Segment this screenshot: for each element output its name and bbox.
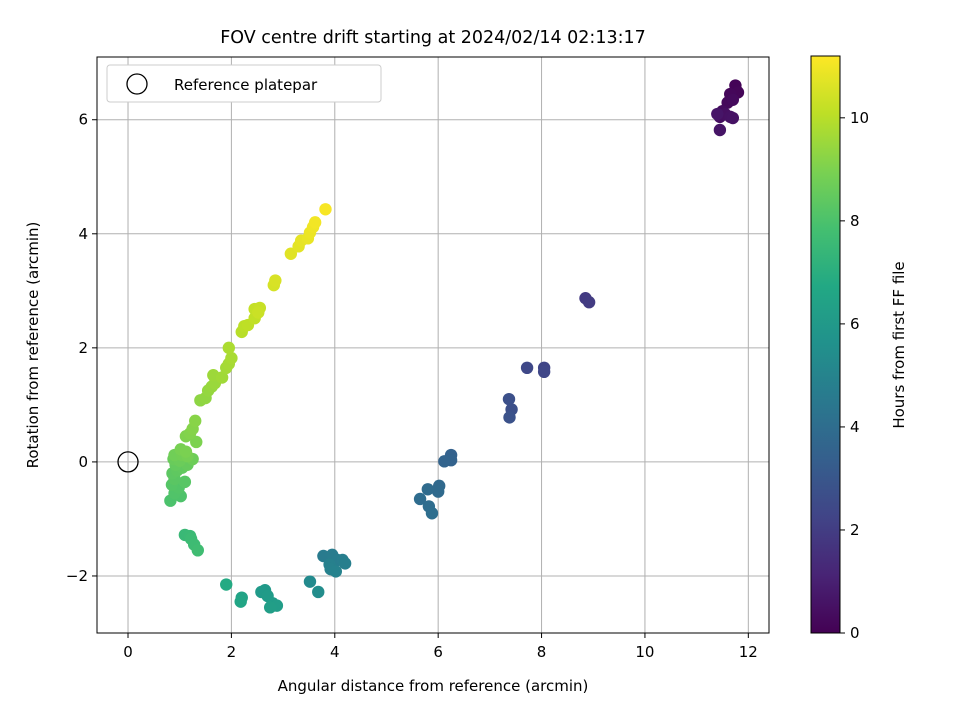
data-point: [319, 203, 332, 216]
data-point: [421, 483, 435, 496]
data-point: [234, 595, 247, 608]
x-axis-ticks: 0 2 4 6 8 10 12: [123, 633, 758, 661]
colorbar-label: Hours from first FF file: [890, 261, 908, 428]
data-point: [284, 247, 298, 260]
x-tick-label: 10: [635, 643, 654, 661]
plot-area-frame: [96, 56, 770, 634]
data-point: [502, 392, 516, 406]
chart-title: FOV centre drift starting at 2024/02/14 …: [220, 28, 646, 48]
legend-box: [106, 64, 382, 103]
data-point: [726, 111, 740, 125]
reference-point: [117, 451, 139, 473]
colorbar-ticks: 0 2 4 6 8 10: [840, 109, 869, 642]
colorbar-tick-label: 4: [850, 418, 860, 436]
data-point: [189, 414, 202, 428]
data-point: [225, 351, 238, 365]
y-tick-label: 4: [78, 225, 88, 243]
data-point: [178, 475, 192, 489]
data-point: [252, 306, 265, 319]
data-point: [425, 507, 439, 520]
data-point: [582, 296, 596, 309]
data-point: [263, 601, 277, 614]
y-tick-label: 2: [78, 339, 88, 357]
y-axis-ticks: −2 0 2 4 6: [66, 111, 97, 585]
data-point: [308, 216, 322, 229]
legend-marker-icon: [126, 73, 148, 95]
data-point: [537, 365, 551, 379]
data-point: [220, 578, 233, 591]
data-points: [164, 79, 745, 614]
colorbar-gradient: [810, 55, 841, 634]
data-point: [413, 492, 427, 506]
y-tick-label: −2: [66, 567, 88, 585]
data-point: [191, 544, 204, 557]
x-tick-label: 6: [433, 643, 443, 661]
x-tick-label: 4: [330, 643, 340, 661]
x-axis-label: Angular distance from reference (arcmin): [278, 677, 589, 695]
colorbar-tick-label: 2: [850, 521, 860, 539]
x-tick-label: 0: [123, 643, 133, 661]
data-point: [726, 93, 740, 106]
data-point: [438, 455, 451, 468]
grid-lines: [97, 57, 769, 633]
data-point: [503, 411, 516, 424]
y-axis-label: Rotation from reference (arcmin): [24, 222, 42, 469]
legend-entry: Reference platepar: [174, 76, 318, 94]
colorbar-tick-label: 6: [850, 315, 860, 333]
data-point: [215, 371, 229, 384]
colorbar-tick-label: 10: [850, 109, 869, 127]
colorbar: 0 2 4 6 8 10 Hours from first FF file: [810, 55, 908, 642]
data-point: [431, 485, 445, 498]
legend: Reference platepar: [106, 64, 382, 103]
data-point: [329, 565, 343, 578]
colorbar-tick-label: 8: [850, 212, 860, 230]
data-point: [190, 435, 203, 449]
x-tick-label: 12: [739, 643, 758, 661]
y-tick-label: 6: [78, 111, 88, 129]
data-point: [713, 123, 727, 137]
data-point: [520, 361, 534, 375]
data-point: [711, 107, 724, 121]
data-point: [269, 274, 282, 287]
x-tick-label: 2: [227, 643, 237, 661]
data-point: [338, 557, 352, 570]
data-point: [312, 585, 325, 599]
colorbar-tick-label: 0: [850, 624, 860, 642]
reference-marker: [117, 451, 139, 473]
data-point: [179, 445, 193, 458]
data-point: [303, 575, 317, 588]
y-tick-label: 0: [78, 453, 88, 471]
x-tick-label: 8: [537, 643, 547, 661]
data-point: [222, 341, 236, 355]
